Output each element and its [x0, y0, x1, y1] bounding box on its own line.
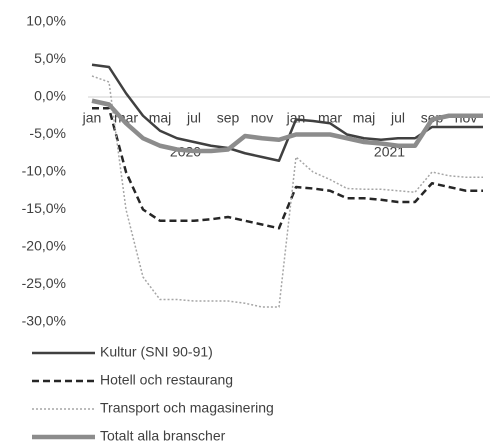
x-tick-label: nov — [251, 110, 274, 126]
legend-label: Totalt alla branscher — [100, 428, 226, 444]
x-tick-label: jul — [390, 110, 405, 126]
x-tick-label: sep — [217, 110, 240, 126]
series-line — [91, 98, 483, 154]
x-tick-label: jan — [82, 110, 102, 126]
x-tick-label: maj — [353, 110, 376, 126]
y-tick-label: -5,0% — [29, 125, 66, 141]
y-tick-label: -10,0% — [22, 163, 66, 179]
y-tick-label: -20,0% — [22, 238, 66, 254]
x-tick-label: jan — [286, 110, 306, 126]
y-tick-label: 10,0% — [26, 13, 66, 29]
y-tick-label: 0,0% — [34, 88, 66, 104]
y-tick-label: -15,0% — [22, 200, 66, 216]
legend-label: Kultur (SNI 90-91) — [100, 344, 213, 360]
series-line — [92, 107, 483, 230]
series-line — [91, 63, 483, 162]
legend-label: Hotell och restaurang — [100, 372, 233, 388]
x-tick-label: jul — [186, 110, 201, 126]
series-line — [91, 75, 483, 308]
x-tick-label: maj — [149, 110, 172, 126]
legend-label: Transport och magasinering — [100, 400, 274, 416]
y-tick-label: -25,0% — [22, 275, 66, 291]
y-tick-label: 5,0% — [34, 50, 66, 66]
y-tick-label: -30,0% — [22, 313, 66, 329]
